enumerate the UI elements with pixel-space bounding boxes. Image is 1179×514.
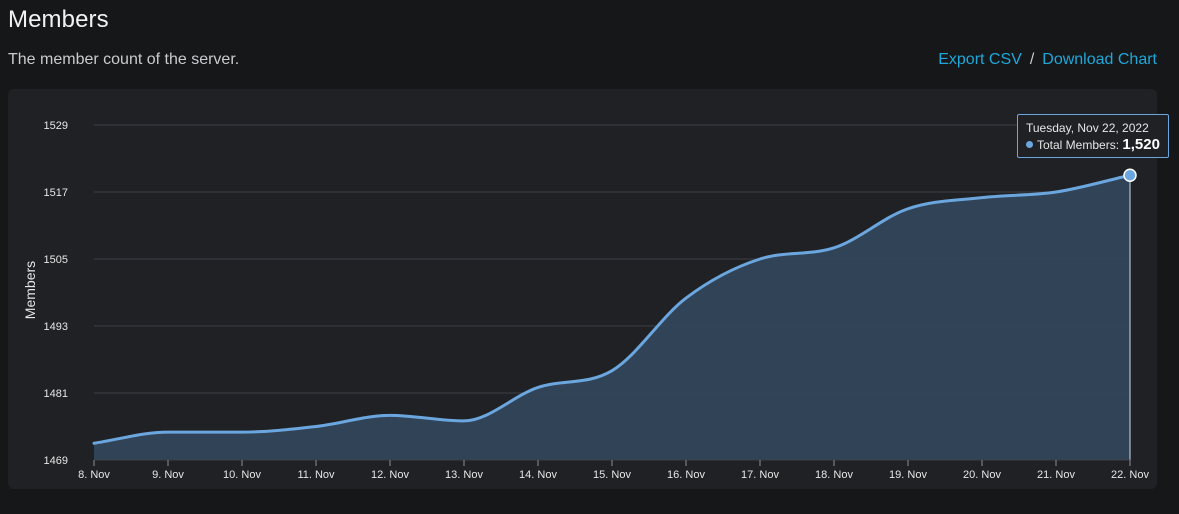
action-separator: / <box>1029 51 1035 68</box>
page-subtitle: The member count of the server. <box>8 51 240 68</box>
x-tick-label: 18. Nov <box>815 469 853 481</box>
x-axis-ticks: 8. Nov 9. Nov 10. Nov 11. Nov 12. Nov 13. Nov… <box>78 459 1149 481</box>
x-tick-label: 12. Nov <box>371 469 409 481</box>
chart-tooltip: Tuesday, Nov 22, 2022 Total Members: 1,5… <box>1017 114 1169 158</box>
chart-actions: Export CSV / Download Chart <box>938 51 1157 69</box>
y-tick-label: 1481 <box>44 388 68 400</box>
tooltip-date: Tuesday, Nov 22, 2022 <box>1026 121 1149 135</box>
x-tick-label: 20. Nov <box>963 469 1001 481</box>
area-fill-group <box>94 175 1130 460</box>
x-tick-label: 9. Nov <box>152 469 184 481</box>
series-line-group <box>92 173 1132 445</box>
download-chart-link[interactable]: Download Chart <box>1042 51 1157 68</box>
x-tick-label: 19. Nov <box>889 469 927 481</box>
x-tick-label: 17. Nov <box>741 469 779 481</box>
y-axis-label: Members <box>22 261 38 319</box>
y-axis-ticks: 1469 1481 1493 1505 1517 1529 <box>44 120 68 467</box>
x-tick-label: 22. Nov <box>1111 469 1149 481</box>
series-area <box>94 175 1130 460</box>
y-tick-label: 1469 <box>44 455 68 467</box>
x-tick-label: 8. Nov <box>78 469 110 481</box>
x-tick-label: 14. Nov <box>519 469 557 481</box>
series-line <box>92 173 1132 445</box>
x-tick-label: 15. Nov <box>593 469 631 481</box>
page-header: Members The member count of the server. … <box>0 0 1179 90</box>
x-tick-label: 13. Nov <box>445 469 483 481</box>
y-tick-label: 1517 <box>44 187 68 199</box>
page-title: Members <box>8 6 109 33</box>
tooltip-value: 1,520 <box>1122 136 1160 153</box>
x-tick-label: 16. Nov <box>667 469 705 481</box>
y-tick-label: 1529 <box>44 120 68 132</box>
x-tick-label: 10. Nov <box>223 469 261 481</box>
tooltip-series-label: Total Members: <box>1037 138 1120 152</box>
y-tick-label: 1493 <box>44 321 68 333</box>
export-csv-link[interactable]: Export CSV <box>938 51 1022 68</box>
point-markers[interactable] <box>1123 168 1137 182</box>
x-tick-label: 21. Nov <box>1037 469 1075 481</box>
x-tick-label: 11. Nov <box>297 469 335 481</box>
y-tick-label: 1505 <box>44 254 68 266</box>
series-dot-icon <box>1026 141 1033 149</box>
hover-point-marker[interactable] <box>1123 168 1137 182</box>
tooltip-row: Total Members: 1,520 <box>1026 137 1160 153</box>
